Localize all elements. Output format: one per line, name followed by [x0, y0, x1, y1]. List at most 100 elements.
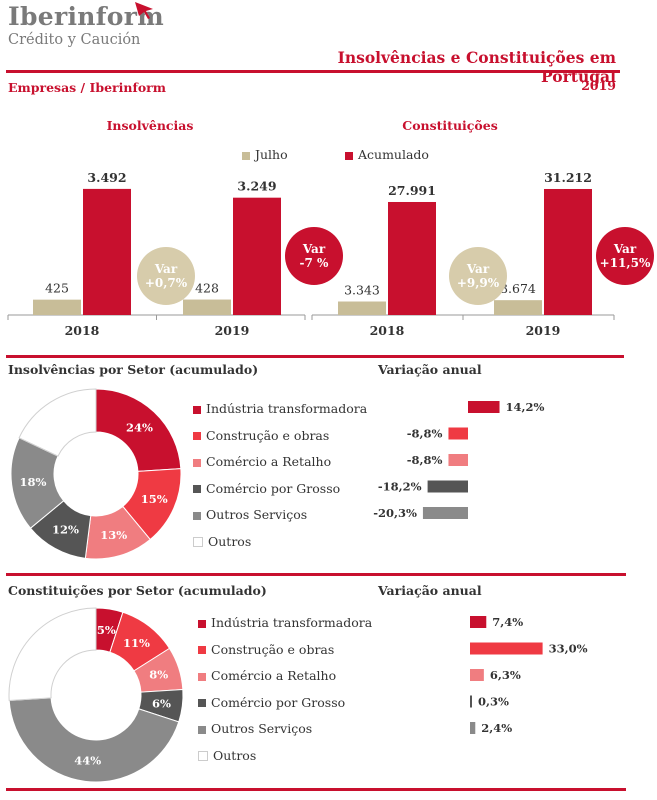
variation-bar-com-rcio-a-retalho [470, 669, 484, 681]
legend-item-constru-o-e-obras: Construção e obras [198, 642, 334, 657]
variation-badge-label: Var [466, 262, 490, 276]
variation-label-outros-servi-os: 2,4% [481, 721, 512, 735]
legend-swatch [193, 537, 203, 547]
bar-label-julho-2019: 428 [195, 281, 219, 296]
donut-label-com-rcio-por-grosso: 6% [152, 696, 171, 710]
legend-label-julho: Julho [255, 147, 288, 162]
variation-badge-label: Var [302, 242, 326, 256]
variation-badge-value: +11,5% [600, 256, 651, 270]
variation-badge-label: Var [154, 262, 178, 276]
legend-swatch [193, 405, 201, 414]
bar-label-acumulado-2018: 3.492 [87, 170, 126, 185]
variation-badge [285, 227, 343, 285]
legend-item-outros-servi-os: Outros Serviços [193, 507, 307, 522]
legend-label: Indústria transformadora [206, 401, 368, 416]
subtitle-year: 2019 [581, 78, 616, 93]
header-divider [6, 70, 620, 73]
legend-item-ind-stria-transformadora: Indústria transformadora [193, 401, 367, 416]
legend-item-outros-servi-os: Outros Serviços [198, 721, 312, 736]
variation-bar-com-rcio-por-grosso [470, 695, 472, 708]
variation-label-com-rcio-por-grosso: -18,2% [378, 480, 422, 494]
donut-label-constru-o-e-obras: 11% [123, 636, 150, 650]
legend-item-outros: Outros [198, 748, 256, 763]
legend-swatch [198, 672, 206, 681]
donut-label-com-rcio-por-grosso: 12% [52, 523, 79, 537]
variation-label-outros-servi-os: -20,3% [373, 506, 417, 520]
variation-bar-outros-servi-os [422, 507, 468, 519]
legend-swatch [198, 646, 206, 654]
bar-label-julho-2018: 3.343 [344, 283, 380, 298]
donut-slice-ind-stria-transformadora [95, 388, 182, 472]
legend-swatch [198, 725, 206, 734]
variation-label-ind-stria-transformadora: 7,4% [492, 615, 523, 629]
donut-insolvencias: 24% 15% 13% 12% 18% [10, 388, 182, 560]
section-title-insolvencias-setor: Insolvências por Setor (acumulado) [8, 362, 259, 377]
legend-label: Indústria transformadora [211, 615, 373, 630]
bar-julho-2019 [183, 299, 231, 315]
bar-label-julho-2019: 3.674 [500, 281, 536, 296]
legend-swatch-acumulado [345, 151, 353, 160]
donut-label-ind-stria-transformadora: 5% [97, 623, 116, 637]
legend-label: Construção e obras [206, 427, 330, 443]
variation-label-constru-o-e-obras: -8,8% [407, 427, 443, 441]
legend-label: Construção e obras [211, 641, 335, 657]
legend-acumulado: Acumulado [345, 147, 429, 162]
bar-acumulado-2019 [233, 197, 281, 315]
variation-bar-outros-servi-os [470, 722, 476, 734]
donut-label-constru-o-e-obras: 15% [141, 492, 168, 506]
variation-label-ind-stria-transformadora: 14,2% [506, 400, 545, 414]
legend-swatch [198, 699, 206, 707]
variation-bars-constituicoes: 7,4% 33,0% 6,3% 0,3% 2,4% [470, 615, 588, 735]
donut-constituicoes: 5% 11% 8% 6% 44% [8, 607, 184, 783]
chart-title-insolvencias: Insolvências [106, 118, 194, 133]
legend-swatch [193, 485, 201, 493]
donut-label-outros-servi-os: 18% [20, 475, 47, 489]
variation-label-com-rcio-a-retalho: 6,3% [490, 668, 521, 682]
variation-bar-com-rcio-por-grosso [427, 480, 468, 493]
legend-item-com-rcio-por-grosso: Comércio por Grosso [193, 481, 340, 496]
donut-slice-outros [18, 388, 97, 457]
variation-bar-com-rcio-a-retalho [448, 454, 468, 466]
section-title-constituicoes-setor: Constituições por Setor (acumulado) [8, 583, 267, 598]
donut-slice-outros [8, 607, 97, 701]
donut-slice-outros-servi-os [8, 697, 180, 783]
donut-label-com-rcio-a-retalho: 13% [100, 528, 127, 542]
bar-julho-2018 [33, 299, 81, 315]
legend-swatch [198, 619, 206, 628]
bar-label-acumulado-2018: 27.991 [388, 183, 436, 198]
legend-item-outros: Outros [193, 534, 251, 549]
variation-badge-value: +0,7% [145, 276, 188, 290]
variation-badge [137, 247, 195, 305]
legend-item-com-rcio-por-grosso: Comércio por Grosso [198, 695, 345, 710]
legend-label-acumulado: Acumulado [358, 147, 429, 162]
legend-julho: Julho [242, 147, 288, 162]
donut-label-com-rcio-a-retalho: 8% [149, 668, 168, 682]
legend-label: Outros [208, 533, 252, 549]
bar-label-julho-2018: 425 [45, 281, 69, 296]
legend-swatch [193, 458, 201, 467]
x-tick-label-2018: 2018 [370, 323, 405, 338]
chart-title-constituicoes: Constituições [402, 118, 498, 133]
legend-label: Outros [213, 747, 257, 763]
variation-label-constru-o-e-obras: 33,0% [549, 642, 588, 656]
section-divider-2 [6, 573, 626, 576]
legend-label: Outros Serviços [211, 721, 313, 736]
legend-label: Comércio a Retalho [211, 668, 337, 683]
variation-bar-constru-o-e-obras [470, 642, 543, 655]
bar-julho-2019 [494, 300, 542, 315]
variation-label-com-rcio-por-grosso: 0,3% [478, 695, 509, 709]
brand-arrow-icon [135, 2, 153, 19]
legend-swatch-julho [242, 151, 250, 160]
variation-bar-constru-o-e-obras [448, 427, 468, 440]
bar-acumulado-2018 [388, 201, 436, 315]
legend-label: Comércio por Grosso [206, 480, 341, 496]
variation-bar-ind-stria-transformadora [470, 616, 487, 628]
legend-swatch [198, 751, 208, 761]
legend-item-com-rcio-a-retalho: Comércio a Retalho [198, 668, 336, 683]
variation-title-insolvencias: Variação anual [378, 362, 482, 377]
section-divider-1 [6, 355, 624, 358]
brand-subtitle: Crédito y Caución [8, 32, 141, 48]
x-tick-label-2019: 2019 [215, 323, 250, 338]
bar-acumulado-2019 [544, 188, 592, 315]
bar-julho-2018 [338, 301, 386, 315]
